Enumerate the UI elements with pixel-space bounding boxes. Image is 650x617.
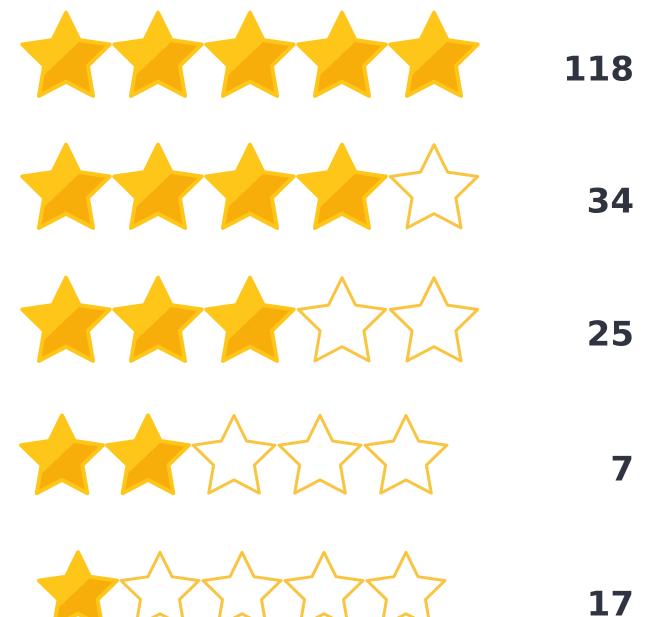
star-filled: [37, 550, 119, 617]
star-filled: [204, 10, 296, 98]
star-filled: [19, 413, 105, 496]
star-filled: [20, 275, 112, 363]
star-filled: [204, 142, 296, 230]
rating-count: 25: [587, 315, 634, 355]
star-filled: [204, 275, 296, 363]
star-empty: [119, 550, 201, 617]
star-filled: [105, 413, 191, 496]
star-empty: [363, 413, 449, 495]
star-empty: [388, 276, 480, 363]
star-empty: [388, 143, 480, 230]
star-empty: [283, 550, 365, 617]
star-empty: [365, 550, 447, 617]
star-empty: [201, 550, 283, 617]
star-empty: [191, 413, 277, 495]
star-filled: [20, 10, 112, 98]
star-filled: [112, 275, 204, 363]
star-filled: [388, 10, 480, 98]
rating-count: 7: [610, 450, 634, 490]
rating-count: 34: [587, 182, 634, 222]
star-empty: [296, 276, 388, 363]
star-filled: [296, 10, 388, 98]
star-empty: [277, 413, 363, 495]
star-filled: [112, 142, 204, 230]
rating-count: 118: [563, 50, 634, 90]
star-filled: [112, 10, 204, 98]
rating-count: 17: [587, 585, 634, 617]
star-filled: [296, 142, 388, 230]
star-filled: [20, 142, 112, 230]
